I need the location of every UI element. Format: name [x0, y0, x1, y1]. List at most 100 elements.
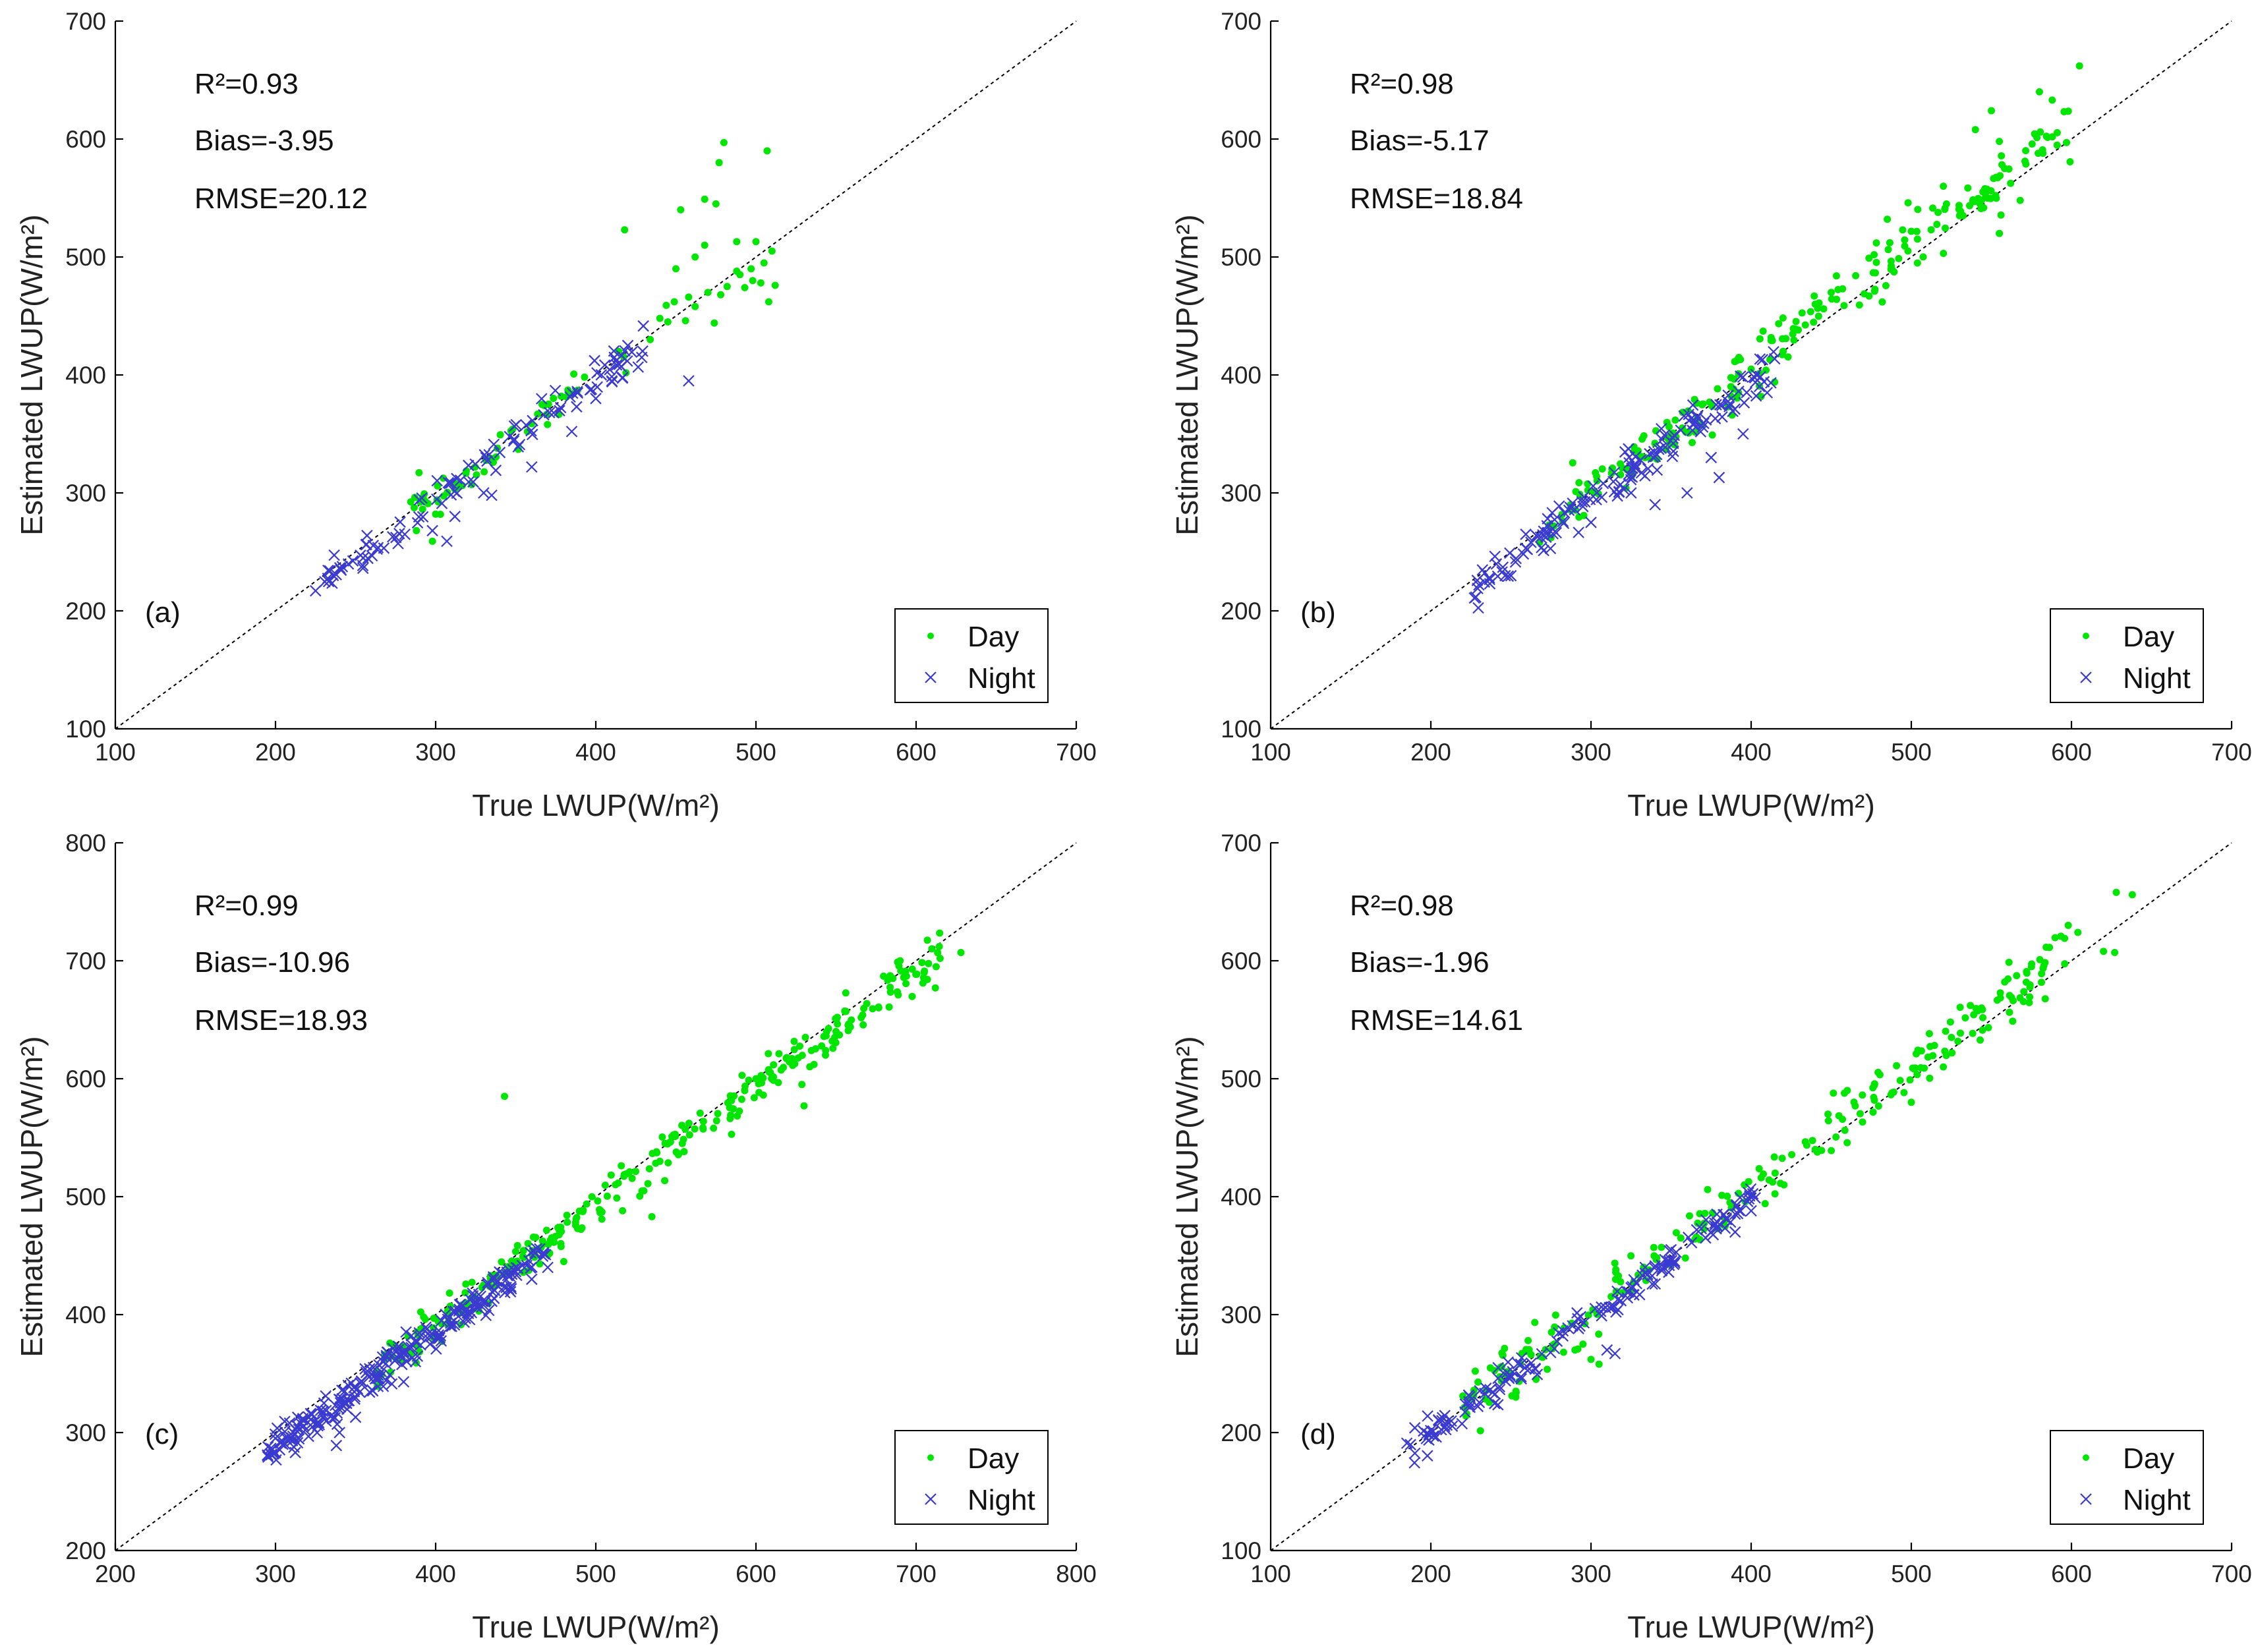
- day-point: [723, 283, 731, 291]
- day-point: [1869, 1084, 1877, 1092]
- day-point: [798, 1081, 806, 1089]
- x-tick-label: 500: [736, 739, 776, 766]
- bias-stat: Bias=-1.96: [1350, 946, 1490, 979]
- night-point: [538, 409, 550, 421]
- day-point: [1940, 1063, 1948, 1071]
- day-point: [1810, 318, 1818, 326]
- legend-night-marker: [925, 671, 937, 683]
- day-point: [2128, 891, 2136, 899]
- day-point: [1914, 206, 1922, 214]
- night-point: [1484, 573, 1495, 586]
- night-point: [635, 351, 648, 364]
- x-tick-label: 700: [1056, 739, 1097, 766]
- day-point: [2007, 179, 2015, 187]
- day-point: [1782, 335, 1790, 343]
- night-point: [1547, 523, 1559, 535]
- day-point: [2061, 960, 2069, 968]
- x-tick-label: 700: [896, 1560, 937, 1587]
- day-point: [712, 200, 720, 208]
- night-point: [1609, 1348, 1621, 1359]
- night-point: [1649, 499, 1661, 511]
- night-point: [1401, 1437, 1413, 1449]
- panel-label: (d): [1300, 1418, 1336, 1450]
- night-point: [683, 375, 695, 387]
- night-point: [1463, 1398, 1476, 1411]
- day-point: [1608, 465, 1616, 472]
- y-tick-label: 400: [65, 362, 106, 389]
- day-point: [407, 498, 415, 506]
- night-point: [361, 529, 373, 542]
- x-axis-title: True LWUP(W/m²): [472, 1610, 720, 1644]
- day-point: [2046, 944, 2054, 952]
- night-point: [303, 1430, 314, 1442]
- day-point: [588, 1193, 596, 1201]
- night-point: [330, 1439, 343, 1452]
- panel-b: 100 200 300 400 500 600 700 100 200 300 400 500 600 7…: [1170, 8, 2252, 822]
- night-point: [1423, 1434, 1435, 1446]
- night-point: [613, 358, 625, 370]
- night-point: [1404, 1438, 1416, 1451]
- day-point: [1884, 215, 1892, 223]
- night-point: [470, 1297, 482, 1309]
- day-point: [730, 1105, 738, 1113]
- x-tick-label: 100: [95, 739, 136, 766]
- night-point: [1512, 1357, 1524, 1370]
- day-point: [1708, 431, 1716, 439]
- day-point: [2057, 932, 2065, 940]
- day-point: [501, 1093, 508, 1100]
- day-point: [806, 1063, 814, 1071]
- day-point: [1996, 138, 2004, 146]
- night-point: [490, 465, 502, 476]
- night-point: [1716, 411, 1728, 423]
- night-point: [1510, 552, 1522, 565]
- day-point: [540, 1240, 548, 1248]
- y-tick-label: 600: [1221, 948, 1261, 975]
- day-point: [886, 972, 894, 980]
- day-point: [1942, 224, 1949, 232]
- day-point: [1997, 211, 2005, 219]
- day-point: [829, 1044, 837, 1052]
- day-point: [1980, 204, 1988, 212]
- night-point: [336, 1384, 348, 1396]
- day-point: [570, 370, 578, 378]
- x-tick-label: 500: [575, 1560, 616, 1587]
- night-point: [536, 393, 548, 405]
- night-point: [420, 1321, 432, 1333]
- day-point: [1760, 1170, 1767, 1178]
- data-points: [310, 138, 779, 597]
- day-point: [1946, 1018, 1954, 1026]
- night-point: [1756, 354, 1768, 366]
- day-point: [908, 992, 916, 1000]
- day-point: [1984, 194, 1992, 202]
- day-point: [1988, 107, 1995, 115]
- day-point: [2041, 995, 2049, 1003]
- day-point: [832, 1039, 840, 1046]
- night-point: [1720, 1214, 1733, 1226]
- r2-stat: R²=0.98: [1350, 890, 1454, 922]
- day-point: [1476, 1427, 1484, 1435]
- day-point: [1755, 1165, 1763, 1172]
- day-point: [1474, 1378, 1482, 1386]
- x-tick-label: 800: [1056, 1560, 1097, 1587]
- night-point: [508, 420, 521, 432]
- axis-ticks: 100 200 300 400 500 600 700 100 200 300 400 500 600 7…: [1221, 8, 2252, 766]
- night-point: [1651, 464, 1663, 476]
- night-point: [1738, 397, 1750, 409]
- y-tick-label: 100: [65, 716, 106, 743]
- day-point: [1852, 271, 1860, 279]
- day-point: [1762, 366, 1770, 374]
- day-point: [796, 1042, 803, 1050]
- day-point: [2100, 948, 2108, 955]
- day-point: [607, 1171, 615, 1179]
- night-point: [1486, 1386, 1499, 1398]
- day-point: [790, 1037, 798, 1045]
- x-axis-title: True LWUP(W/m²): [472, 788, 720, 822]
- day-point: [1839, 285, 1847, 293]
- day-point: [720, 138, 728, 146]
- night-point: [430, 1343, 442, 1355]
- day-point: [1551, 1323, 1559, 1331]
- day-point: [1979, 1026, 1986, 1034]
- night-point: [496, 1267, 509, 1280]
- night-point: [286, 1435, 299, 1446]
